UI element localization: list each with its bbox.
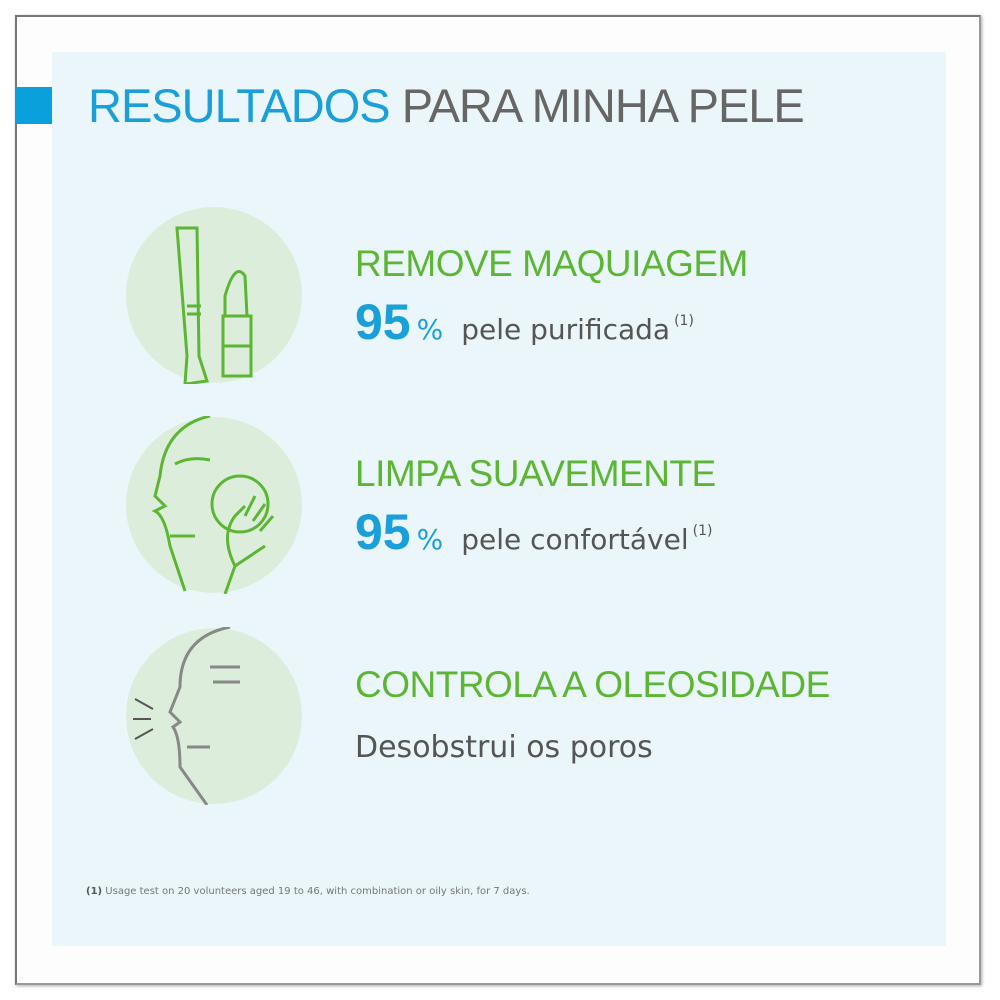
- title-accent-square: [15, 87, 52, 124]
- footnote-ref: (1): [86, 886, 103, 897]
- title-rest: PARA MINHA PELE: [401, 79, 805, 132]
- heading-oil-control: CONTROLA A OLEOSIDADE: [355, 664, 830, 705]
- face-cleansing-icon: [126, 416, 302, 594]
- title-highlight: RESULTADOS: [88, 79, 391, 132]
- stat-value: 95: [355, 294, 411, 350]
- makeup-icon: [126, 207, 302, 384]
- footnote: (1) Usage test on 20 volunteers aged 19 …: [86, 886, 530, 897]
- stat-unit: %: [416, 313, 444, 346]
- face-oil-control-icon: [126, 627, 302, 805]
- page-title: RESULTADOS PARA MINHA PELE: [88, 78, 805, 133]
- pores-text: Desobstrui os poros: [355, 730, 653, 765]
- stat-label: pele purificada: [461, 313, 671, 346]
- stat-unit: %: [416, 523, 444, 556]
- stat-label: pele confortável: [461, 523, 689, 556]
- stat-value: 95: [355, 504, 411, 560]
- heading-remove-makeup: REMOVE MAQUIAGEM: [355, 243, 748, 284]
- footnote-ref: (1): [692, 523, 713, 539]
- heading-gentle-clean: LIMPA SUAVEMENTE: [355, 453, 716, 494]
- stat-purified: 95% pele purificada (1): [355, 293, 694, 351]
- footnote-text: Usage test on 20 volunteers aged 19 to 4…: [105, 886, 530, 897]
- footnote-ref: (1): [674, 313, 694, 329]
- stat-comfortable: 95% pele confortável (1): [355, 503, 712, 561]
